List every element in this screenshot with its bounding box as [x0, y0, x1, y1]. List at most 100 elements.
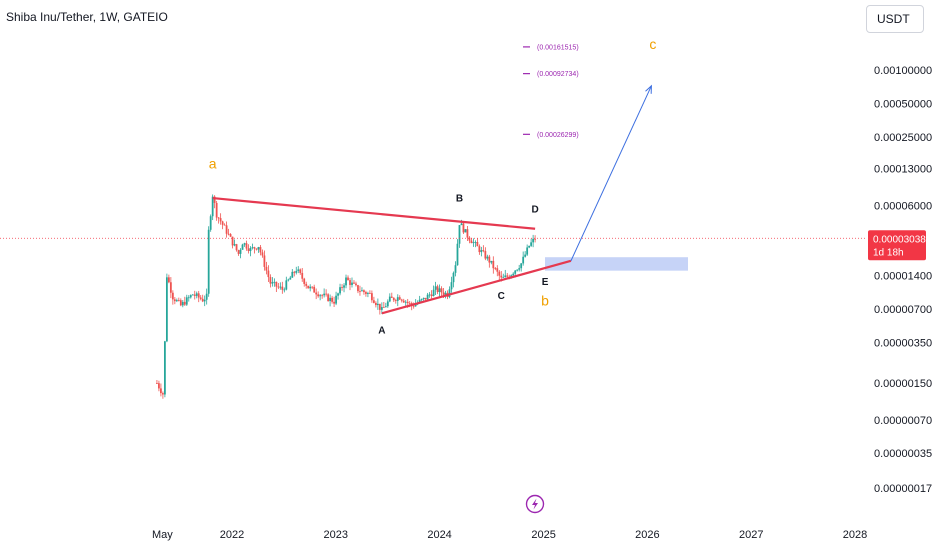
- y-tick-label: 0.00001400: [874, 271, 932, 283]
- chart-title: Shiba Inu/Tether, 1W, GATEIO: [6, 10, 168, 24]
- candle: [175, 298, 178, 303]
- wave-label-C: C: [498, 291, 505, 302]
- svg-text:(0.00026299): (0.00026299): [537, 132, 579, 139]
- candle: [269, 274, 272, 288]
- candle: [468, 236, 471, 244]
- candle: [359, 285, 361, 296]
- candle: [380, 302, 383, 315]
- candle: [402, 298, 405, 303]
- candle: [488, 254, 491, 268]
- x-tick-label: 2028: [843, 529, 867, 541]
- candle: [374, 301, 377, 308]
- candle: [199, 295, 202, 301]
- candle: [365, 290, 367, 297]
- candle: [398, 295, 401, 301]
- candle: [275, 281, 278, 293]
- lightning-icon[interactable]: [525, 494, 545, 514]
- candle: [225, 221, 228, 238]
- candle: [253, 246, 256, 254]
- candle: [498, 270, 501, 281]
- candle: [464, 229, 467, 233]
- candle: [215, 200, 218, 221]
- y-tick-label: 0.00000070: [874, 415, 932, 427]
- candle: [158, 380, 160, 392]
- candle: [355, 281, 357, 287]
- candle: [458, 225, 461, 248]
- candle: [372, 296, 375, 304]
- candle: [504, 269, 507, 278]
- candle: [345, 274, 347, 289]
- candle: [173, 297, 176, 305]
- candle: [388, 293, 391, 303]
- candle: [261, 249, 264, 258]
- candle: [367, 291, 369, 298]
- candle: [386, 299, 389, 308]
- svg-text:(0.00161515): (0.00161515): [537, 44, 579, 51]
- candle: [249, 246, 252, 257]
- candle: [448, 286, 451, 299]
- candle: [273, 278, 276, 287]
- candle: [247, 244, 250, 254]
- candle: [454, 261, 457, 277]
- x-tick-label: 2023: [324, 529, 348, 541]
- currency-selector-button[interactable]: USDT: [866, 5, 924, 33]
- candle: [484, 247, 487, 261]
- y-tick-label: 0.00000150: [874, 378, 932, 390]
- candle: [502, 273, 505, 278]
- candle: [522, 251, 525, 266]
- candle: [219, 213, 222, 225]
- candle: [384, 302, 387, 308]
- candle: [440, 286, 443, 297]
- candle: [482, 245, 485, 253]
- candle: [163, 340, 166, 398]
- candle: [271, 277, 274, 287]
- x-tick-label: 2027: [739, 529, 763, 541]
- projection-arrowhead: [645, 84, 652, 94]
- candle: [187, 295, 190, 302]
- candle: [430, 290, 433, 299]
- candle: [478, 244, 481, 255]
- candle: [335, 291, 337, 306]
- trendline-lower[interactable]: [381, 259, 572, 315]
- projection-arrow[interactable]: [570, 85, 652, 262]
- candle: [438, 284, 441, 297]
- candle: [428, 292, 431, 298]
- candle: [277, 282, 280, 290]
- y-tick-label: 0.00000035: [874, 448, 932, 460]
- candle: [301, 268, 304, 282]
- candle: [205, 288, 208, 305]
- candle: [309, 284, 312, 292]
- candle: [289, 275, 292, 280]
- candle: [243, 242, 246, 247]
- candle: [349, 278, 351, 291]
- candle: [520, 262, 523, 272]
- candle: [347, 275, 349, 281]
- candle: [331, 295, 333, 304]
- candle: [167, 274, 170, 284]
- candle: [287, 278, 290, 282]
- candle: [185, 294, 188, 306]
- candle: [370, 290, 373, 303]
- candle: [361, 287, 363, 292]
- candle: [183, 296, 186, 306]
- trendline-upper[interactable]: [212, 196, 536, 230]
- candle: [285, 276, 288, 291]
- candle: [207, 226, 210, 297]
- target-level: (0.00092734): [523, 71, 579, 78]
- candle: [257, 246, 260, 253]
- candle: [492, 256, 495, 274]
- candle: [217, 217, 220, 224]
- wave-label-E: E: [542, 277, 549, 288]
- candle: [396, 294, 399, 307]
- x-tick-label: 2025: [531, 529, 555, 541]
- candle: [197, 290, 200, 303]
- candle: [297, 266, 300, 274]
- candle: [221, 220, 224, 230]
- candle: [472, 238, 475, 247]
- candle: [327, 293, 330, 302]
- candle: [299, 268, 302, 275]
- candle: [432, 285, 435, 297]
- candle: [341, 284, 343, 291]
- candle: [237, 249, 240, 256]
